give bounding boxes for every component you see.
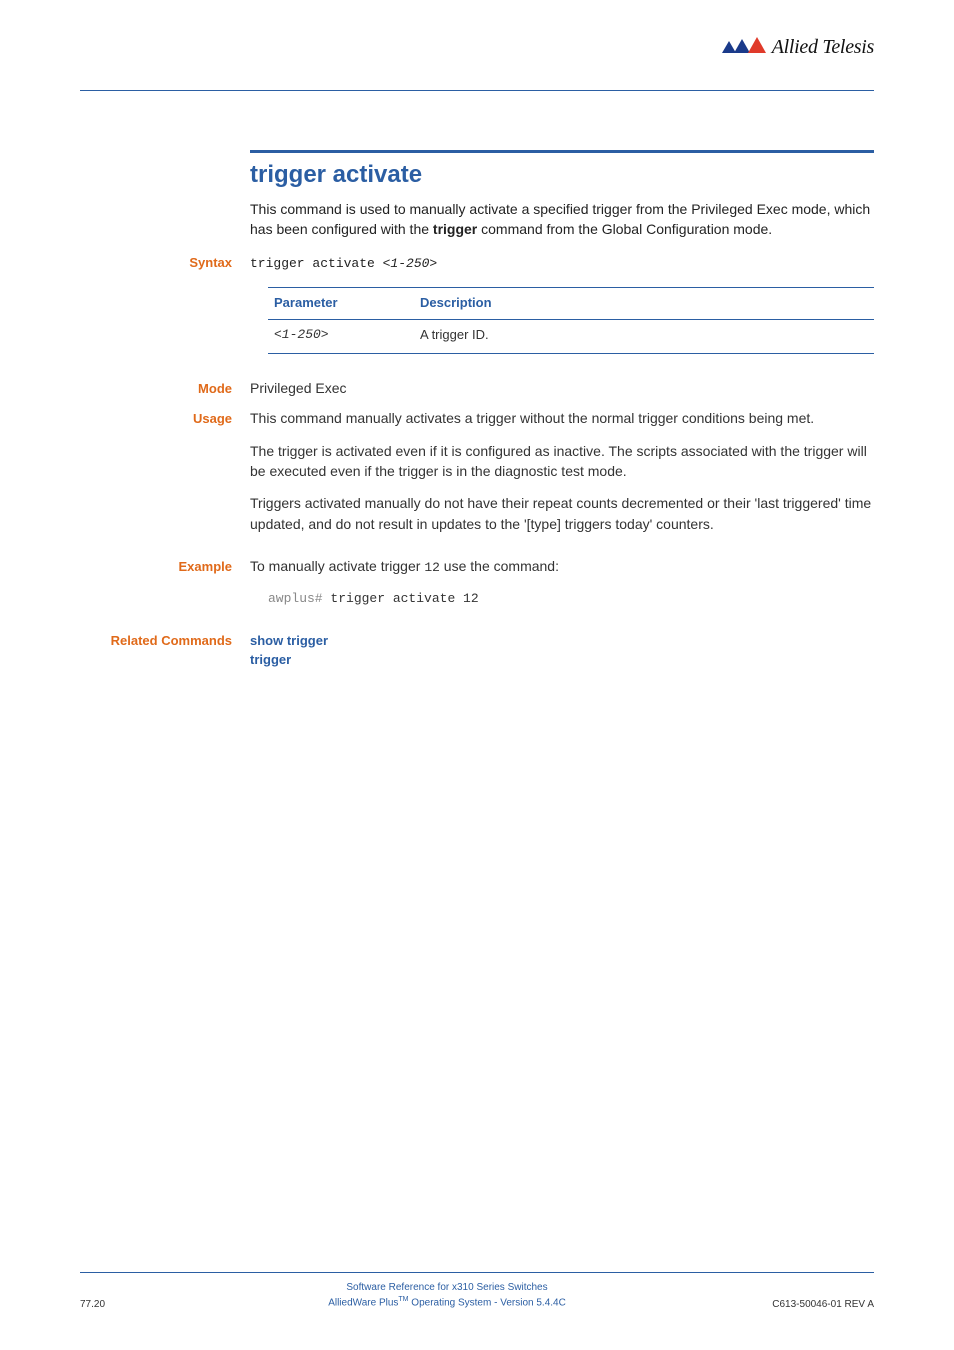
link-trigger[interactable]: trigger <box>250 650 874 670</box>
syntax-body: trigger activate <1-250> Parameter Descr… <box>250 252 874 361</box>
intro-bold: trigger <box>433 221 477 237</box>
usage-row: Usage This command manually activates a … <box>80 408 874 545</box>
syntax-var: <1-250> <box>383 256 438 271</box>
footer-line2-post: Operating System - Version 5.4.4C <box>409 1297 566 1308</box>
usage-label: Usage <box>80 411 250 426</box>
content-body: trigger activate This command is used to… <box>250 150 874 240</box>
example-text: To manually activate trigger 12 use the … <box>250 556 874 578</box>
footer-line1: Software Reference for x310 Series Switc… <box>160 1281 734 1295</box>
example-label: Example <box>80 559 250 574</box>
footer-rule <box>80 1272 874 1273</box>
th-parameter: Parameter <box>268 288 414 320</box>
example-pre: To manually activate trigger <box>250 558 424 574</box>
footer-line2-pre: AlliedWare Plus <box>328 1297 398 1308</box>
syntax-line: trigger activate <1-250> <box>250 256 437 271</box>
related-body: show trigger trigger <box>250 631 874 670</box>
link-show-trigger[interactable]: show trigger <box>250 631 874 651</box>
page-footer: 77.20 Software Reference for x310 Series… <box>80 1272 874 1310</box>
param-table: Parameter Description <1-250> A trigger … <box>268 287 874 354</box>
footer-line2: AlliedWare PlusTM Operating System - Ver… <box>160 1295 734 1310</box>
mode-row: Mode Privileged Exec <box>80 378 874 398</box>
example-cmd: awplus# trigger activate 12 <box>268 590 874 609</box>
footer-docid: C613-50046-01 REV A <box>734 1299 874 1310</box>
usage-p3: Triggers activated manually do not have … <box>250 493 874 534</box>
related-label: Related Commands <box>80 631 250 648</box>
param-name: <1-250> <box>268 320 414 354</box>
brand-logo: Allied Telesis <box>722 36 874 59</box>
logo-text: Allied Telesis <box>772 36 874 59</box>
table-row: <1-250> A trigger ID. <box>268 320 874 354</box>
example-body: To manually activate trigger 12 use the … <box>250 556 874 609</box>
example-code: 12 <box>424 560 440 575</box>
footer-center: Software Reference for x310 Series Switc… <box>160 1281 734 1310</box>
cmd-prompt: awplus# <box>268 591 323 606</box>
logo-mark-icon <box>722 37 766 59</box>
mode-label: Mode <box>80 381 250 396</box>
usage-body: This command manually activates a trigge… <box>250 408 874 545</box>
related-row: Related Commands show trigger trigger <box>80 631 874 670</box>
footer-row: 77.20 Software Reference for x310 Series… <box>80 1281 874 1310</box>
header-rule <box>80 90 874 91</box>
intro-paragraph: This command is used to manually activat… <box>250 199 874 240</box>
syntax-row: Syntax trigger activate <1-250> Paramete… <box>80 252 874 361</box>
param-desc: A trigger ID. <box>414 320 874 354</box>
title-rule <box>250 150 874 153</box>
intro-tail: command from the Global Configuration mo… <box>477 221 772 237</box>
cmd-text: trigger activate 12 <box>330 591 478 606</box>
footer-tm: TM <box>398 1296 408 1303</box>
page-title: trigger activate <box>250 161 874 189</box>
example-row: Example To manually activate trigger 12 … <box>80 556 874 609</box>
page: Allied Telesis trigger activate This com… <box>0 0 954 1350</box>
footer-pagenum: 77.20 <box>80 1299 160 1310</box>
example-post: use the command: <box>440 558 559 574</box>
th-description: Description <box>414 288 874 320</box>
syntax-cmd: trigger activate <box>250 256 383 271</box>
usage-p1: This command manually activates a trigge… <box>250 408 874 428</box>
usage-p2: The trigger is activated even if it is c… <box>250 441 874 482</box>
param-table-wrap: Parameter Description <1-250> A trigger … <box>268 287 874 354</box>
mode-text: Privileged Exec <box>250 378 874 398</box>
syntax-label: Syntax <box>80 255 250 270</box>
